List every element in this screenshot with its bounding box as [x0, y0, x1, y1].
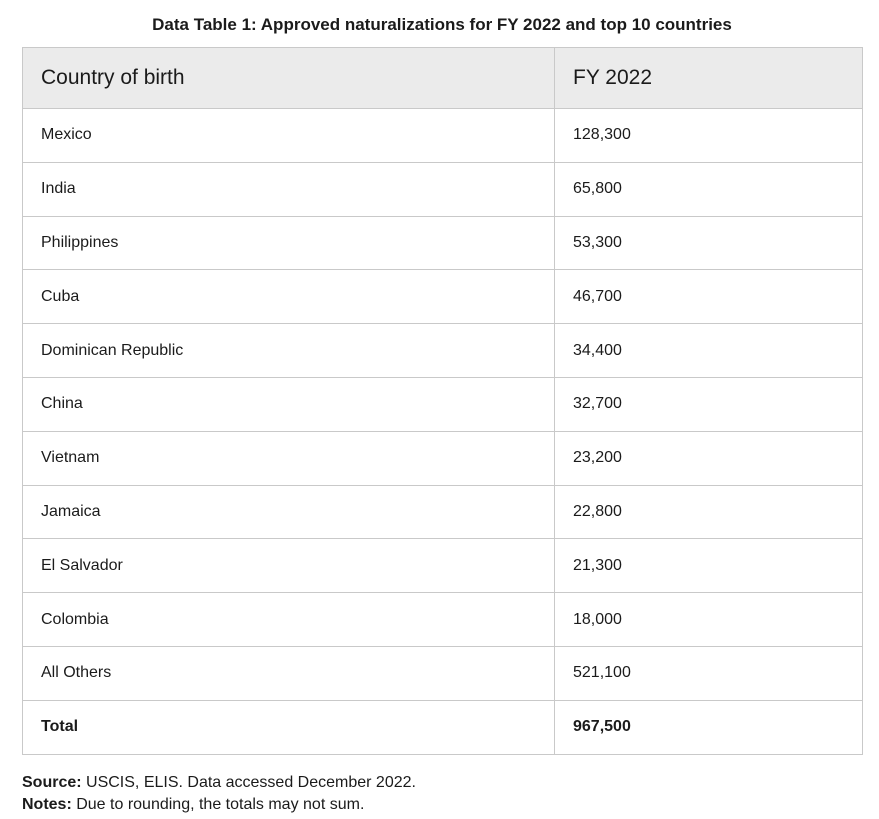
country-cell: China — [22, 376, 555, 432]
value-cell: 46,700 — [554, 269, 863, 325]
country-cell: Mexico — [22, 108, 555, 163]
naturalizations-table: Country of birth FY 2022 Mexico 128,300 … — [22, 47, 863, 755]
column-header-country: Country of birth — [22, 47, 555, 109]
country-cell: All Others — [22, 645, 555, 701]
value-cell: 21,300 — [554, 538, 863, 594]
table-row: Vietnam 23,200 — [22, 430, 863, 486]
country-cell: Dominican Republic — [22, 323, 555, 378]
table-caption: Data Table 1: Approved naturalizations f… — [152, 15, 732, 34]
notes-text: Due to rounding, the totals may not sum. — [71, 796, 365, 813]
country-cell: Colombia — [22, 592, 555, 647]
value-cell: 128,300 — [554, 108, 863, 163]
source-label: Source: — [22, 774, 82, 791]
table-row: India 65,800 — [22, 161, 863, 217]
total-label-cell: Total — [22, 699, 555, 755]
value-cell: 53,300 — [554, 215, 863, 271]
total-row: Total 967,500 — [22, 699, 863, 755]
source-text: USCIS, ELIS. Data accessed December 2022… — [81, 774, 416, 791]
country-cell: India — [22, 161, 555, 217]
country-cell: Vietnam — [22, 430, 555, 486]
table-row: China 32,700 — [22, 376, 863, 432]
value-cell: 18,000 — [554, 592, 863, 647]
value-cell: 22,800 — [554, 484, 863, 540]
country-cell: Cuba — [22, 269, 555, 325]
table-row: Dominican Republic 34,400 — [22, 323, 863, 378]
table-row: Jamaica 22,800 — [22, 484, 863, 540]
value-cell: 32,700 — [554, 376, 863, 432]
value-cell: 65,800 — [554, 161, 863, 217]
country-cell: Jamaica — [22, 484, 555, 540]
value-cell: 521,100 — [554, 645, 863, 701]
table-row: Philippines 53,300 — [22, 215, 863, 271]
table-row: All Others 521,100 — [22, 645, 863, 701]
footnotes: Source: USCIS, ELIS. Data accessed Decem… — [22, 772, 416, 816]
value-cell: 23,200 — [554, 430, 863, 486]
table-row: El Salvador 21,300 — [22, 538, 863, 594]
table-header-row: Country of birth FY 2022 — [22, 47, 863, 109]
source-note: Source: USCIS, ELIS. Data accessed Decem… — [22, 772, 416, 794]
notes-note: Notes: Due to rounding, the totals may n… — [22, 794, 416, 816]
table-row: Cuba 46,700 — [22, 269, 863, 325]
total-value-cell: 967,500 — [554, 699, 863, 755]
table-row: Colombia 18,000 — [22, 592, 863, 647]
table-row: Mexico 128,300 — [22, 108, 863, 163]
column-header-fy2022: FY 2022 — [554, 47, 863, 109]
country-cell: El Salvador — [22, 538, 555, 594]
notes-label: Notes: — [22, 796, 72, 813]
value-cell: 34,400 — [554, 323, 863, 378]
country-cell: Philippines — [22, 215, 555, 271]
